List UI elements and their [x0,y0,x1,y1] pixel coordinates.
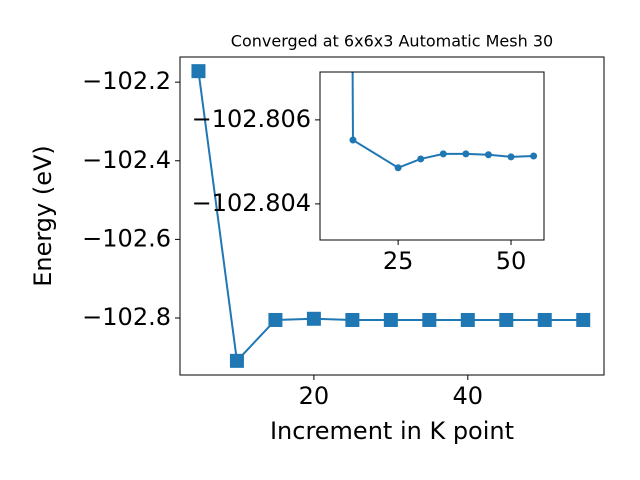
chart-title: Converged at 6x6x3 Automatic Mesh 30 [231,32,553,51]
axes: 25 50 −102.804 −102.806 [192,71,545,275]
plot-frame [179,56,605,376]
marker [484,151,492,159]
marker [383,312,398,327]
marker [537,312,552,327]
y-tick-label: −102.6 [82,224,171,252]
marker [439,150,447,158]
x-tick-label: 50 [496,247,527,275]
y-axis-label: Energy (eV) [29,145,57,287]
y-tick-label: −102.8 [82,303,171,331]
y-tick-label: −102.4 [82,146,171,174]
marker [268,312,283,327]
x-axis-label: Increment in K point [270,417,514,445]
x-tick-label: 25 [383,247,414,275]
marker [345,312,360,327]
marker [460,312,475,327]
x-tick-label: 20 [299,382,330,410]
marker [191,64,206,79]
plot-clip [349,72,538,172]
marker [576,312,591,327]
marker [507,153,515,161]
y-tick-label: −102.804 [192,189,311,217]
y-tick-label: −102.2 [82,67,171,95]
y-tick-label: −102.806 [192,105,311,133]
marker [462,150,470,158]
marker [417,155,425,163]
marker [499,312,514,327]
plot-frame [319,71,545,241]
x-tick-label: 40 [453,382,484,410]
plot-clip [191,64,591,368]
marker [394,164,402,172]
marker [530,152,538,160]
marker [422,312,437,327]
marker [349,136,357,144]
marker [306,311,321,326]
marker [229,353,244,368]
